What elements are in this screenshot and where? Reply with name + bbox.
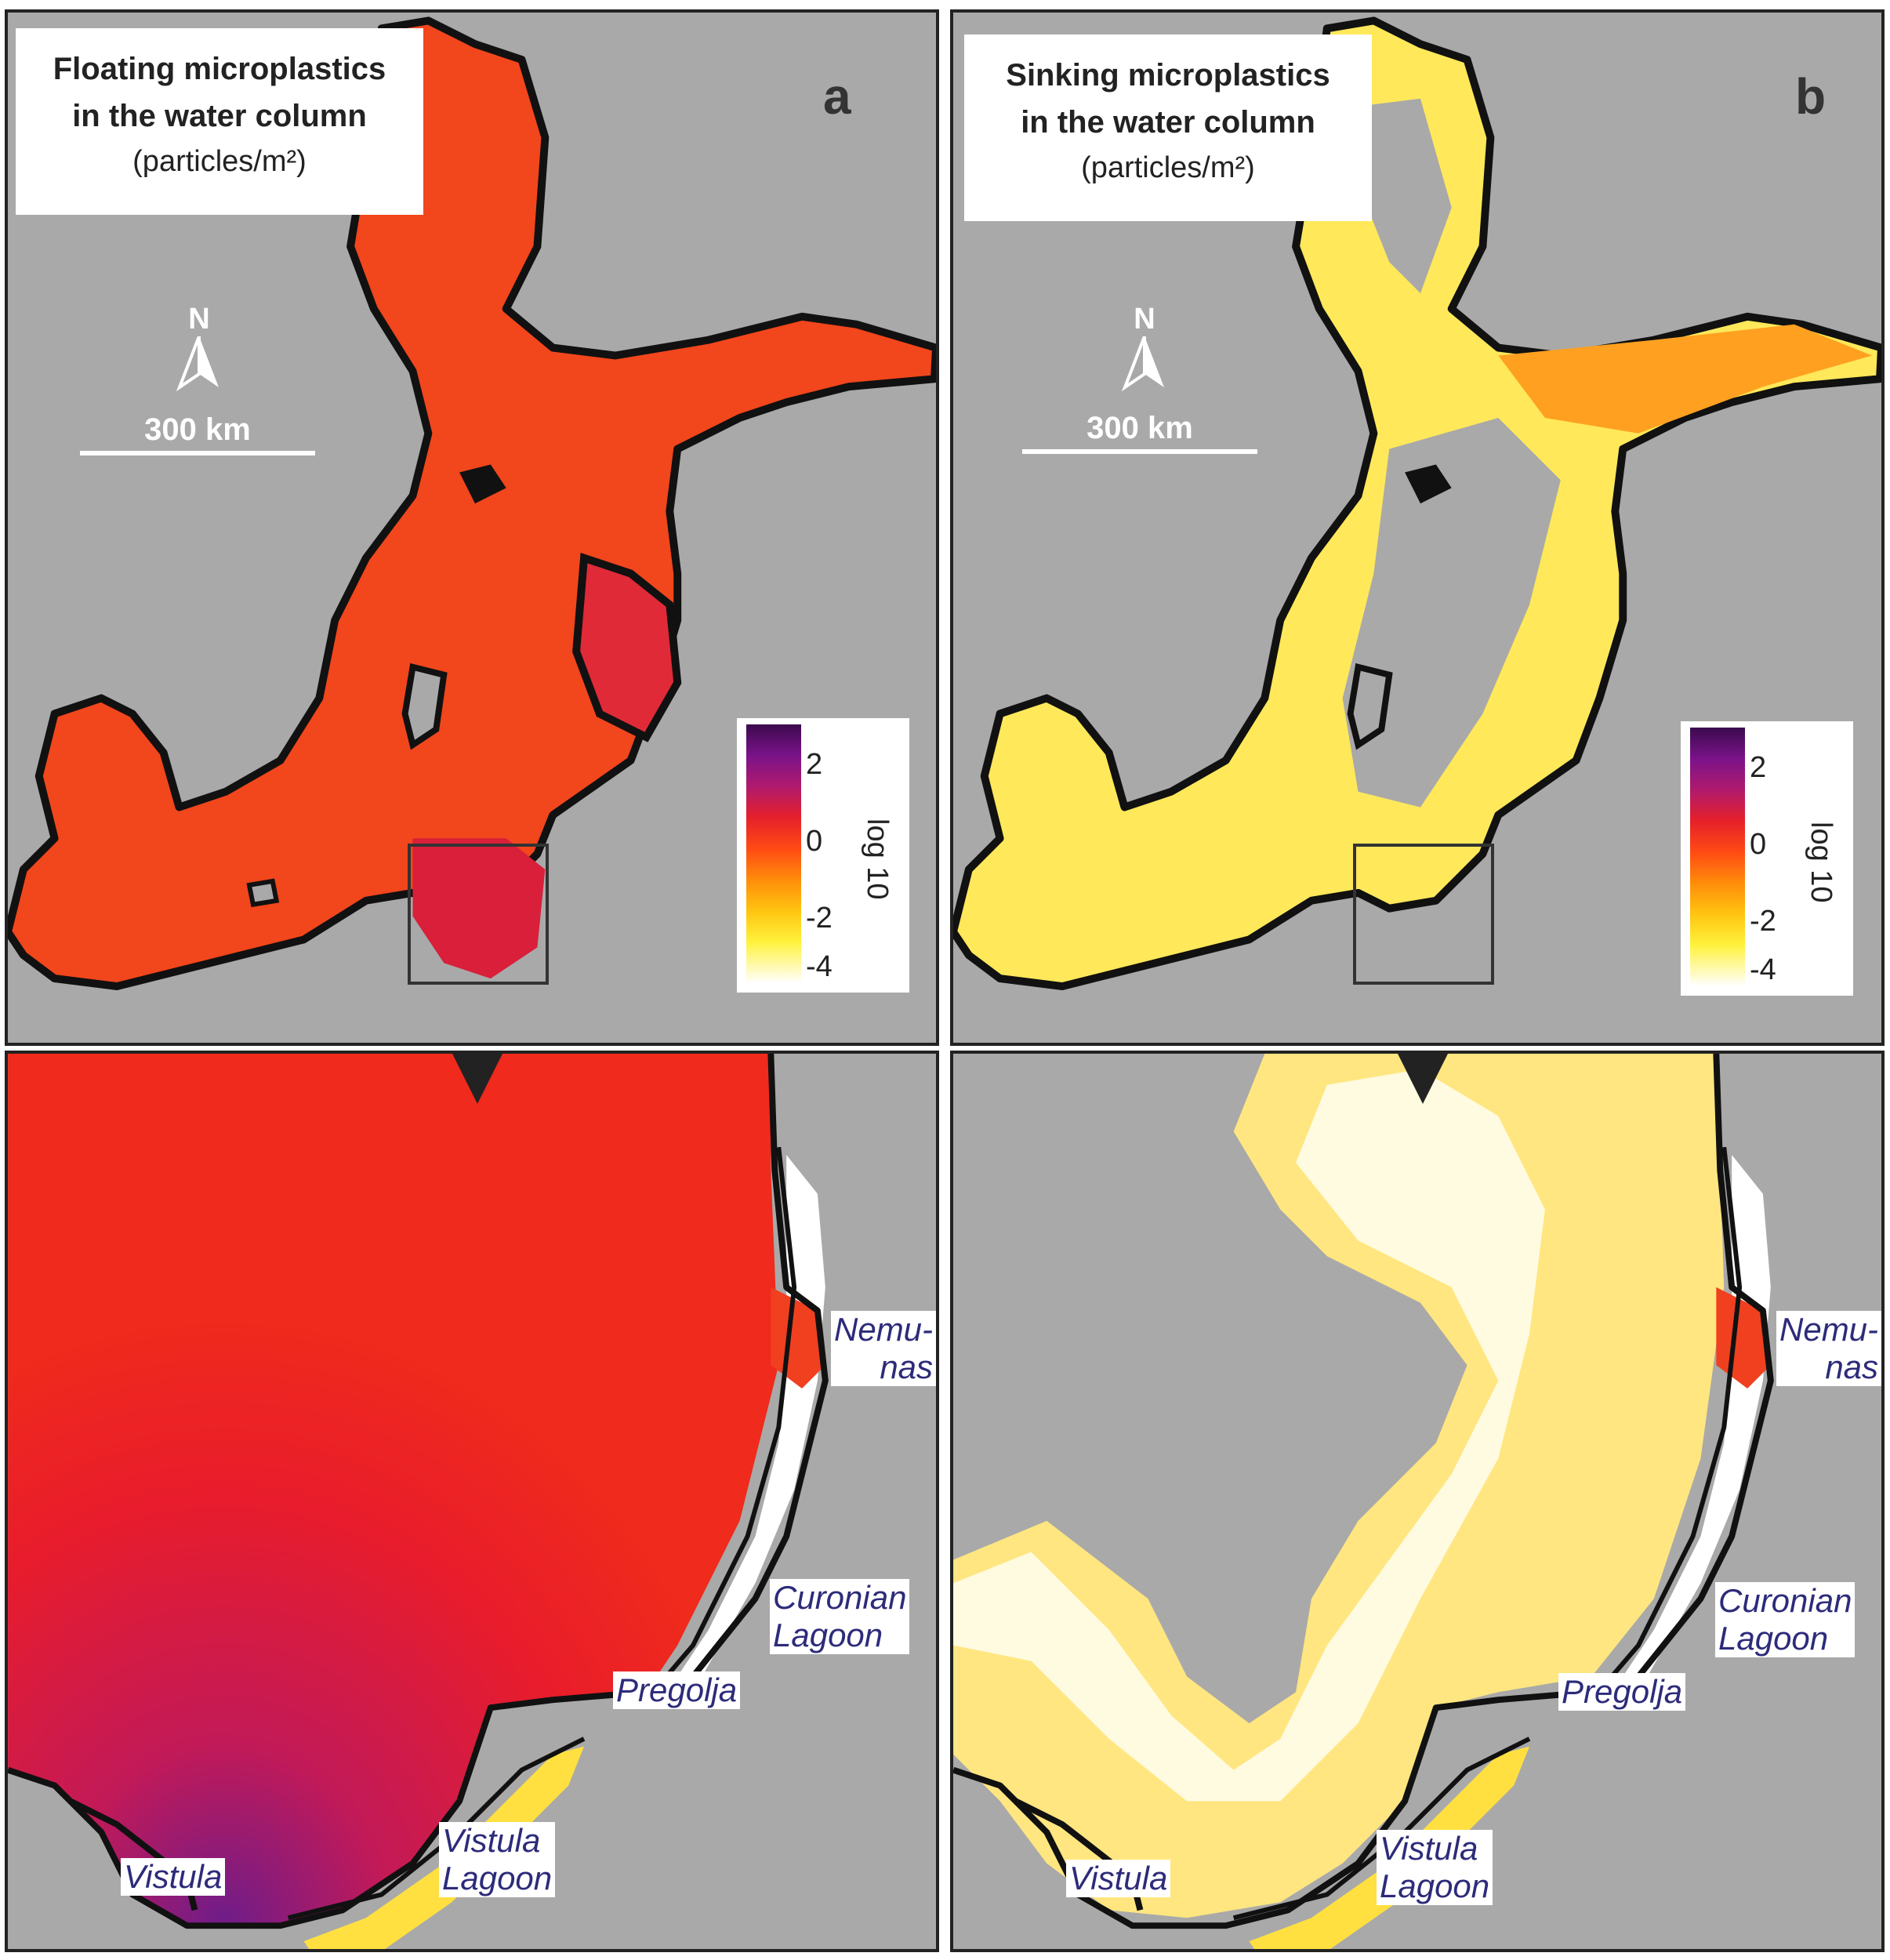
label-pregolja-b: Pregolja bbox=[1558, 1673, 1686, 1711]
panel-b-letter: b bbox=[1795, 68, 1827, 125]
north-arrow-b: N bbox=[1121, 303, 1168, 395]
zoom-coastline bbox=[8, 1054, 829, 1929]
panel-b-units: (particles/m²) bbox=[1081, 151, 1255, 184]
legend-tick-minus2: -2 bbox=[806, 902, 833, 935]
deep-basin-gray-2 bbox=[1342, 417, 1561, 808]
panel-b-title-box: Sinking microplastics in the water colum… bbox=[964, 34, 1372, 221]
legend-tick-minus2: -2 bbox=[1750, 905, 1776, 938]
legend-tick-minus4: -4 bbox=[806, 950, 833, 983]
curonian-lagoon-sinking bbox=[1607, 1155, 1771, 1700]
label-nemunas-b: Nemu- nas bbox=[1776, 1311, 1881, 1386]
scale-bar-line bbox=[80, 451, 315, 456]
panel-b-zoom-sea bbox=[953, 1054, 1774, 1949]
legend-tick-minus4: -4 bbox=[1750, 953, 1776, 986]
vistula-lagoon-floating bbox=[303, 1746, 584, 1949]
label-pregolja: Pregolja bbox=[613, 1671, 741, 1709]
panel-b-map: Sinking microplastics in the water colum… bbox=[950, 9, 1885, 1046]
color-ramp bbox=[746, 724, 801, 983]
deep-basin-gray bbox=[1358, 98, 1452, 294]
panel-a-title: Floating microplastics bbox=[53, 52, 386, 86]
scale-bar-line-b bbox=[1022, 449, 1257, 454]
label-curonian-lagoon-b: Curonian Lagoon bbox=[1715, 1582, 1856, 1657]
label-vistula-b: Vistula bbox=[1066, 1860, 1171, 1897]
gotland-island bbox=[401, 662, 448, 750]
label-vistula-lagoon: Vistula Lagoon bbox=[439, 1822, 556, 1897]
north-arrow: N bbox=[176, 303, 223, 395]
color-legend-a: 2 0 -2 -4 log 10 bbox=[737, 718, 909, 993]
zoom-extent-box-b bbox=[1353, 844, 1494, 985]
label-vistula-lagoon-b: Vistula Lagoon bbox=[1377, 1830, 1493, 1905]
bornholm-island bbox=[246, 878, 280, 908]
color-ramp-b bbox=[1690, 728, 1745, 986]
north-arrow-icon bbox=[176, 336, 219, 392]
southern-basin-floating bbox=[412, 838, 546, 979]
label-nemunas: Nemu- nas bbox=[831, 1311, 936, 1386]
legend-tick-2: 2 bbox=[1750, 751, 1767, 784]
label-vistula: Vistula bbox=[121, 1858, 226, 1896]
curonian-spit-line bbox=[644, 1146, 797, 1702]
scale-bar: 300 km bbox=[80, 412, 315, 456]
label-curonian-lagoon: Curonian Lagoon bbox=[770, 1579, 910, 1654]
gulf-of-riga-floating bbox=[572, 553, 682, 742]
panel-a-sea bbox=[8, 16, 936, 991]
legend-unit: log 10 bbox=[861, 818, 894, 900]
scale-bar-label-b: 300 km bbox=[1086, 411, 1193, 445]
panel-a-units: (particles/m²) bbox=[132, 145, 307, 178]
panel-a-zoom-map: Nemu- nas Curonian Lagoon Pregolja Vistu… bbox=[5, 1051, 939, 1952]
curonian-lagoon-floating bbox=[662, 1155, 825, 1700]
zoom-white-core bbox=[953, 1069, 1545, 1802]
curonian-spit-line-b bbox=[1590, 1146, 1743, 1702]
panel-a-zoom-sea bbox=[8, 1054, 829, 1949]
panel-a-subtitle: in the water column bbox=[72, 99, 367, 133]
north-label: N bbox=[188, 303, 210, 336]
gotland-island-b bbox=[1347, 662, 1393, 750]
zoom-coastline-b bbox=[953, 1054, 1774, 1929]
legend-unit-b: log 10 bbox=[1805, 822, 1837, 903]
scale-bar-label: 300 km bbox=[144, 412, 251, 447]
zoom-sea-floating bbox=[8, 1054, 779, 1926]
legend-tick-2: 2 bbox=[806, 748, 823, 781]
north-arrow-icon bbox=[1121, 336, 1164, 392]
panel-b-subtitle: in the water column bbox=[1021, 105, 1315, 140]
zoom-arrow-icon bbox=[452, 1054, 502, 1104]
panel-a-map: Floating microplastics in the water colu… bbox=[5, 9, 939, 1046]
panel-b-title: Sinking microplastics bbox=[1006, 58, 1330, 93]
panel-a-title-box: Floating microplastics in the water colu… bbox=[16, 28, 423, 215]
panel-b-sea bbox=[953, 16, 1881, 991]
legend-tick-0: 0 bbox=[1750, 828, 1767, 861]
panel-b-zoom-map: Nemu- nas Curonian Lagoon Pregolja Vistu… bbox=[950, 1051, 1885, 1952]
zoom-arrow-icon bbox=[1398, 1054, 1448, 1104]
baltic-sea-floating bbox=[8, 16, 936, 991]
zoom-extent-box-a bbox=[408, 844, 549, 985]
north-label-b: N bbox=[1134, 303, 1155, 336]
scale-bar-b: 300 km bbox=[1022, 411, 1257, 454]
legend-tick-0: 0 bbox=[806, 825, 823, 858]
gulf-finland-sinking bbox=[1498, 324, 1873, 434]
vistula-lagoon-sinking bbox=[1249, 1746, 1529, 1949]
panel-a-letter: a bbox=[823, 68, 851, 125]
color-legend-b: 2 0 -2 -4 log 10 bbox=[1681, 721, 1853, 996]
